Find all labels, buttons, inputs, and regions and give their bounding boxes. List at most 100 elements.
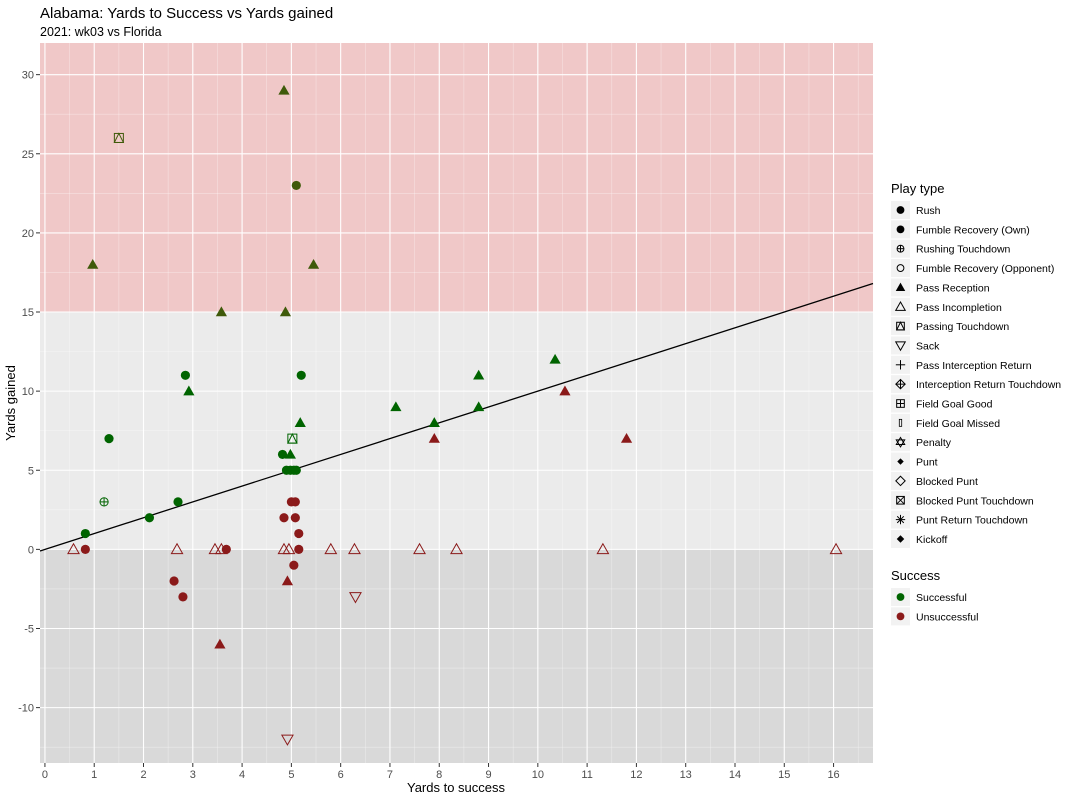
legend-key-diamond-plus	[895, 378, 906, 390]
data-point-circle	[180, 370, 191, 380]
legend-key-background	[891, 413, 910, 432]
data-point-circle	[290, 497, 300, 507]
x-tick-label: 7	[387, 769, 393, 781]
legend-label: Field Goal Missed	[916, 418, 1000, 430]
legend-title-success: Success	[891, 568, 941, 583]
x-tick-label: 9	[485, 769, 491, 781]
data-point-circle	[289, 560, 299, 570]
data-point-circle	[104, 434, 114, 444]
y-axis-ticks: -10 -5 0 5 10 15 20 25 30	[18, 70, 40, 715]
data-point-triangle-open	[829, 542, 843, 555]
x-tick-label: 4	[239, 769, 245, 781]
data-point-circle	[294, 528, 304, 539]
x-tick-label: 6	[338, 769, 344, 781]
y-tick-label: 10	[22, 386, 34, 398]
data-point-circle	[178, 592, 188, 602]
chart-title: Alabama: Yards to Success vs Yards gaine…	[40, 5, 333, 22]
x-axis-ticks: 0 1 2 3 4 5 6 7 8 9 10 11 12 13 14 15 16	[42, 763, 840, 781]
data-point-triangle-open	[413, 542, 426, 555]
data-point-triangle-open	[450, 542, 463, 555]
data-points	[67, 84, 843, 746]
chart-subtitle: 2021: wk03 vs Florida	[40, 25, 162, 39]
legend-key-thin-rect	[898, 418, 903, 427]
data-point-circle	[277, 449, 288, 460]
data-point-triangle-open	[208, 542, 222, 555]
data-point-circle	[290, 513, 300, 523]
legend-key-circle	[896, 206, 905, 214]
legend-label: Kickoff	[916, 534, 947, 546]
data-point-circle	[144, 513, 155, 523]
x-tick-label: 5	[288, 769, 294, 781]
x-tick-label: 16	[827, 769, 839, 781]
x-tick-label: 14	[729, 769, 741, 781]
legend-label: Pass Reception	[916, 282, 990, 294]
data-point-circle	[291, 465, 301, 475]
legend-key-diamond	[896, 535, 905, 543]
legend-label: Penalty	[916, 437, 952, 449]
data-point-circle	[221, 544, 231, 554]
data-point-triangle	[183, 385, 195, 396]
legend: Play type Rush Fumble Recovery (Own) Rushi…	[891, 181, 1061, 626]
legend-label: Fumble Recovery (Own)	[916, 224, 1030, 236]
legend-key-background	[891, 297, 910, 316]
legend-label: Blocked Punt Touchdown	[916, 495, 1034, 507]
data-point-circle-plus	[99, 497, 109, 507]
y-tick-label: 5	[28, 465, 34, 477]
data-point-triangle	[278, 84, 290, 95]
legend-label: Pass Incompletion	[916, 302, 1002, 314]
y-tick-label: -10	[18, 703, 34, 715]
legend-label: Pass Interception Return	[916, 360, 1032, 372]
data-point-circle	[279, 513, 289, 523]
data-point-circle	[169, 576, 179, 586]
legend-key-diamond-open	[895, 475, 906, 487]
legend-label: Blocked Punt	[916, 476, 978, 488]
legend-key-diamond-small	[897, 458, 904, 465]
y-tick-label: 15	[22, 307, 34, 319]
x-tick-label: 2	[140, 769, 146, 781]
x-tick-label: 3	[190, 769, 196, 781]
background-band-2	[40, 549, 873, 763]
data-point-triangle	[620, 433, 633, 443]
background-band-1	[40, 312, 873, 550]
legend-key-triangle	[895, 282, 906, 291]
data-point-triangle	[281, 575, 294, 586]
legend-key-triangle-open	[894, 300, 907, 311]
y-tick-label: -5	[24, 623, 34, 635]
data-point-triangle	[428, 417, 440, 427]
x-tick-label: 12	[630, 769, 642, 781]
data-point-triangle-open	[170, 542, 184, 555]
legend-label: Rush	[916, 205, 941, 217]
legend-key-circle	[896, 225, 905, 234]
y-axis-label: Yards gained	[3, 365, 18, 441]
data-point-triangle	[473, 401, 485, 412]
y-tick-label: 25	[22, 149, 34, 161]
data-point-circle	[294, 544, 304, 554]
x-tick-label: 11	[581, 769, 592, 781]
data-point-triangle	[294, 417, 306, 427]
data-point-triangle-open	[282, 542, 296, 555]
data-point-triangle	[279, 306, 292, 317]
x-tick-label: 8	[436, 769, 442, 781]
data-point-triangle-down-open	[280, 734, 294, 746]
legend-key-square-x	[896, 495, 905, 505]
background-band-0	[40, 43, 873, 313]
data-point-circle	[80, 528, 90, 539]
legend-label: Punt Return Touchdown	[916, 515, 1028, 527]
plot-panel	[19, 43, 873, 763]
legend-label: Unsuccessful	[916, 611, 978, 623]
legend-key-background	[891, 433, 910, 452]
y-tick-label: 30	[22, 70, 34, 82]
data-point-triangle	[307, 258, 320, 269]
y-tick-label: 0	[28, 544, 34, 556]
data-point-triangle-open	[324, 542, 338, 555]
y-tick-label: 20	[22, 228, 34, 240]
data-point-circle	[296, 370, 306, 380]
legend-label: Field Goal Good	[916, 399, 993, 411]
legend-key-background	[891, 471, 910, 490]
x-tick-label: 13	[680, 769, 692, 781]
data-point-triangle	[428, 433, 440, 443]
legend-label: Interception Return Touchdown	[916, 379, 1061, 391]
legend-label: Fumble Recovery (Opponent)	[916, 263, 1054, 275]
legend-key-asterisk	[895, 514, 906, 525]
